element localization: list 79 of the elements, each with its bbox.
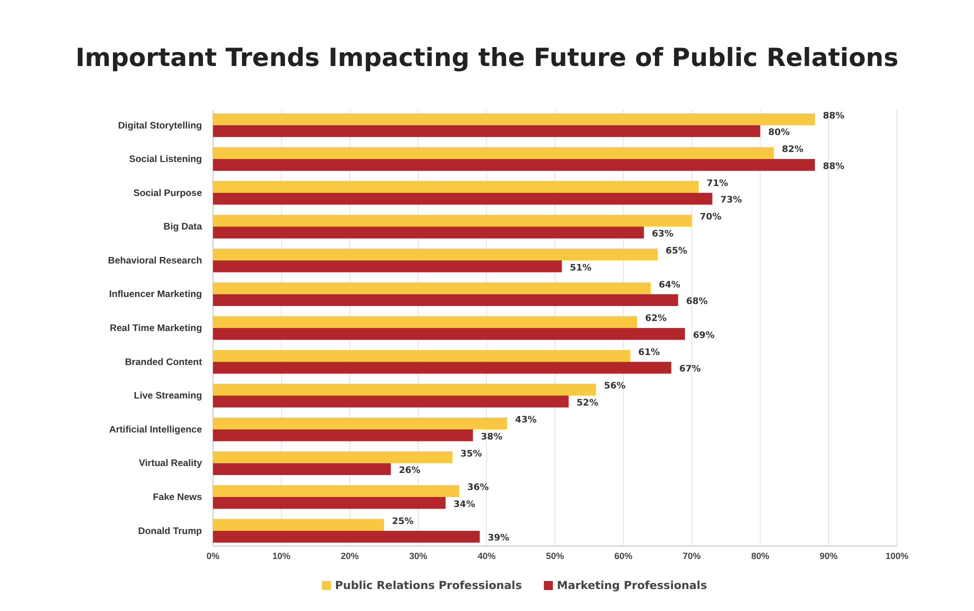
y-tick-label: Influencer Marketing	[109, 289, 202, 300]
x-tick-label: 80%	[751, 551, 770, 561]
data-label: 26%	[398, 466, 420, 476]
y-tick-label: Behavioral Research	[108, 255, 202, 266]
bar	[213, 530, 480, 543]
data-label: 34%	[454, 500, 476, 510]
bar	[213, 180, 699, 193]
data-label: 70%	[700, 212, 722, 223]
x-tick-label: 10%	[272, 551, 290, 561]
bar	[213, 226, 644, 238]
data-label: 68%	[686, 297, 708, 308]
y-tick-label: Social Purpose	[133, 188, 202, 199]
bar	[213, 214, 692, 227]
chart-title: Important Trends Impacting the Future of Public Relations	[76, 43, 898, 72]
bar	[213, 294, 678, 306]
bar	[213, 113, 815, 126]
bar	[213, 282, 651, 294]
data-label: 52%	[576, 398, 598, 409]
x-tick-label: 60%	[614, 551, 632, 561]
x-tick-label: 90%	[820, 551, 838, 561]
bar	[213, 384, 596, 396]
bar	[213, 328, 685, 340]
data-label: 51%	[570, 263, 592, 274]
data-label: 56%	[604, 382, 626, 392]
y-tick-label: Donald Trump	[138, 526, 202, 537]
bar	[213, 362, 672, 374]
x-tick-label: 100%	[885, 551, 909, 561]
data-label: 39%	[488, 534, 510, 544]
y-tick-label: Artificial Intelligence	[109, 424, 202, 436]
bar	[213, 418, 508, 430]
y-tick-label: Live Streaming	[134, 390, 202, 402]
bar	[213, 496, 446, 509]
data-label: 64%	[658, 280, 680, 290]
x-tick-label: 40%	[478, 551, 496, 561]
data-label: 71%	[706, 178, 728, 189]
data-label: 88%	[822, 111, 844, 122]
bar	[213, 350, 630, 362]
legend-label: Marketing Professionals	[556, 579, 708, 592]
bar	[213, 147, 774, 160]
bar	[213, 429, 473, 442]
x-tick-label: 0%	[206, 551, 220, 561]
data-label: 61%	[638, 348, 660, 358]
bar	[213, 485, 460, 497]
bar	[213, 463, 391, 476]
x-tick-label: 50%	[546, 551, 564, 561]
x-tick-label: 30%	[409, 551, 428, 561]
data-label: 25%	[392, 516, 414, 527]
bar	[213, 248, 658, 260]
data-label: 35%	[460, 449, 482, 460]
y-tick-label: Digital Storytelling	[118, 120, 202, 132]
bar	[213, 518, 384, 531]
y-tick-label: Social Listening	[129, 154, 202, 166]
data-label: 88%	[822, 162, 844, 172]
data-label: 73%	[720, 196, 742, 206]
data-label: 67%	[679, 364, 701, 375]
data-label: 65%	[666, 246, 688, 256]
data-label: 38%	[480, 432, 502, 442]
legend-label: Public Relations Professionals	[335, 579, 522, 592]
data-label: 36%	[467, 483, 489, 494]
bar	[213, 125, 760, 138]
y-tick-label: Virtual Reality	[138, 458, 203, 470]
data-label: 43%	[515, 415, 537, 426]
x-tick-label: 20%	[340, 551, 359, 561]
data-label: 82%	[782, 145, 804, 156]
y-tick-label: Big Data	[163, 222, 203, 233]
bar	[213, 260, 562, 272]
y-tick-label: Real Time Marketing	[110, 323, 202, 334]
data-label: 63%	[652, 230, 674, 240]
y-tick-label: Fake News	[152, 492, 202, 504]
y-tick-label: Branded Content	[124, 356, 203, 368]
data-label: 69%	[692, 330, 715, 341]
bar	[213, 316, 638, 328]
bar	[213, 192, 712, 205]
bar	[213, 159, 815, 171]
bar	[213, 451, 452, 464]
data-label: 80%	[768, 128, 790, 138]
bar	[213, 396, 569, 408]
data-label: 62%	[645, 314, 667, 324]
x-tick-label: 70%	[682, 551, 701, 561]
